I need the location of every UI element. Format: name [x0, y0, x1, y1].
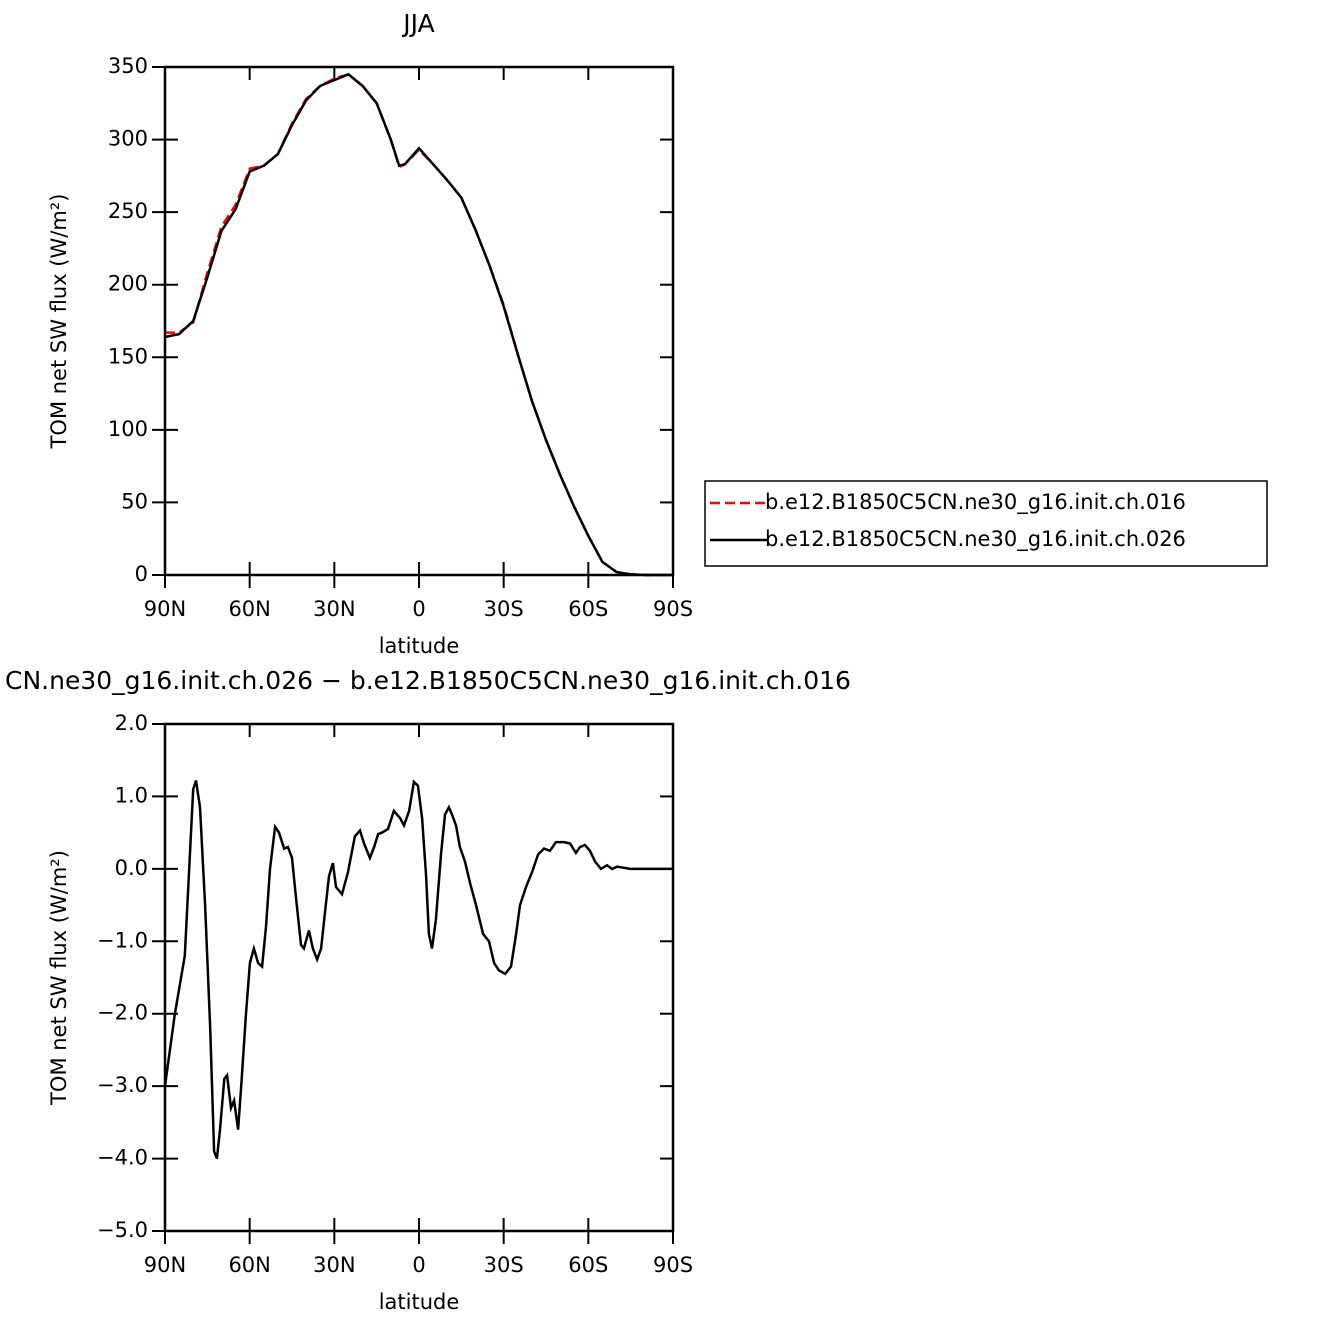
y-tick-label: 250: [108, 199, 148, 223]
x-tick-label: 30N: [313, 597, 355, 621]
x-tick-label: 60S: [568, 1253, 608, 1277]
y-tick-label: 2.0: [115, 711, 148, 735]
y-tick-label: 50: [121, 489, 148, 513]
x-tick-label: 60N: [228, 1253, 270, 1277]
y-tick-label: −2.0: [97, 1001, 148, 1025]
x-axis-label: latitude: [379, 1290, 460, 1314]
y-tick-label: 350: [108, 54, 148, 78]
y-tick-label: −5.0: [97, 1218, 148, 1242]
x-tick-label: 90N: [144, 597, 186, 621]
chart-title: CN.ne30_g16.init.ch.026 − b.e12.B1850C5C…: [5, 666, 851, 695]
y-tick-label: 0: [135, 562, 148, 586]
y-axis-label: TOM net SW flux (W/m²): [47, 194, 71, 450]
x-tick-label: 30S: [484, 597, 524, 621]
y-axis-label: TOM net SW flux (W/m²): [47, 850, 71, 1106]
series-line: [163, 779, 673, 1160]
x-tick-label: 0: [412, 597, 425, 621]
x-tick-label: 0: [412, 1253, 425, 1277]
x-tick-label: 90S: [653, 597, 693, 621]
series-line: [164, 72, 673, 577]
y-tick-label: 100: [108, 417, 148, 441]
y-tick-label: 1.0: [115, 783, 148, 807]
x-axis-label: latitude: [379, 634, 460, 658]
legend-box: [704, 480, 1268, 567]
plot-frame: [163, 65, 675, 577]
plot-frame: [163, 722, 675, 1233]
y-tick-label: 300: [108, 127, 148, 151]
x-tick-label: 60N: [228, 597, 270, 621]
y-tick-label: 200: [108, 272, 148, 296]
y-tick-label: −4.0: [97, 1146, 148, 1170]
legend-label: b.e12.B1850C5CN.ne30_g16.init.ch.016: [765, 490, 1186, 515]
y-tick-label: 0.0: [115, 856, 148, 880]
chart-title: JJA: [401, 9, 434, 38]
x-tick-label: 60S: [568, 597, 608, 621]
legend-label: b.e12.B1850C5CN.ne30_g16.init.ch.026: [765, 527, 1186, 552]
x-tick-label: 30N: [313, 1253, 355, 1277]
y-tick-label: −3.0: [97, 1073, 148, 1097]
y-tick-label: 150: [108, 344, 148, 368]
x-tick-label: 90N: [144, 1253, 186, 1277]
y-tick-label: −1.0: [97, 928, 148, 952]
x-tick-label: 90S: [653, 1253, 693, 1277]
x-tick-label: 30S: [484, 1253, 524, 1277]
